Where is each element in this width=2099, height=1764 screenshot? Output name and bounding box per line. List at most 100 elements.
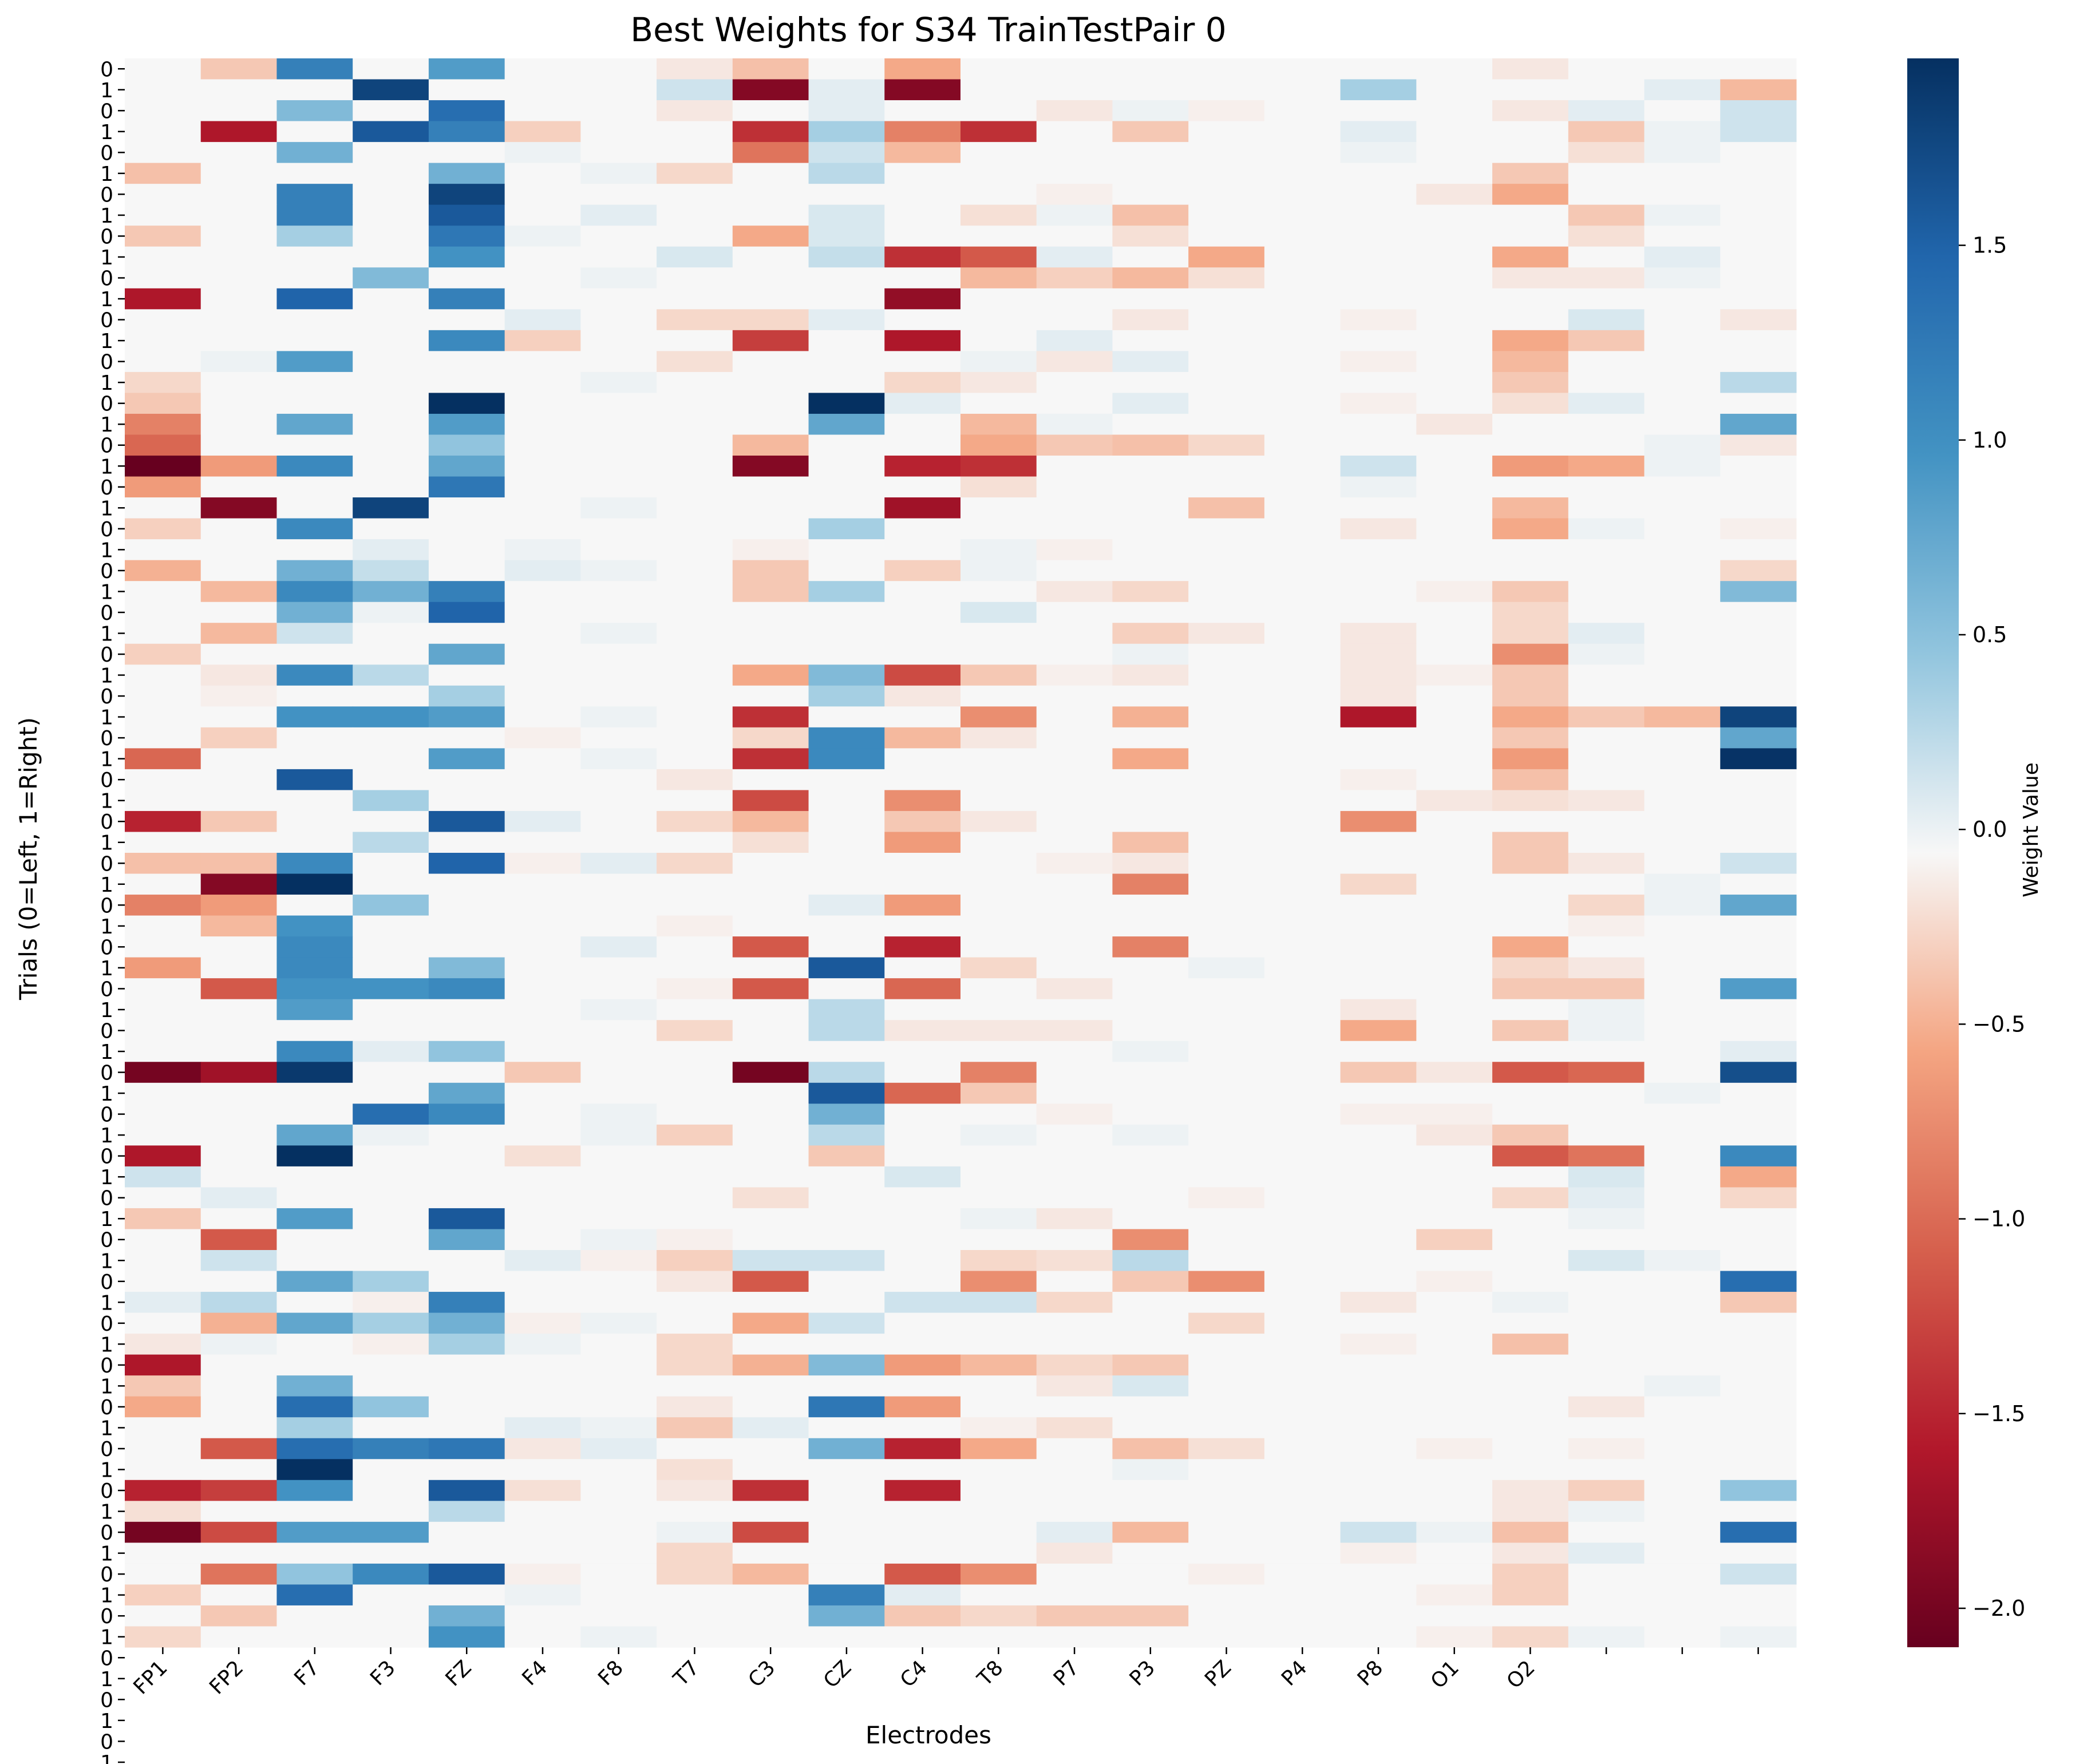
heatmap-cell <box>657 1605 733 1627</box>
heatmap-cell <box>276 1459 353 1481</box>
heatmap-cell <box>657 623 733 644</box>
heatmap-cell <box>1264 1584 1341 1606</box>
heatmap-cell <box>428 727 505 749</box>
heatmap-cell <box>353 1501 429 1522</box>
heatmap-cell <box>1188 288 1265 310</box>
heatmap-cell <box>657 1584 733 1606</box>
heatmap-cell <box>1264 810 1341 833</box>
heatmap-cell <box>1720 936 1797 958</box>
heatmap-cell <box>580 685 657 707</box>
heatmap-cell <box>1112 853 1189 875</box>
chart-title: Best Weights for S34 TrainTestPair 0 <box>630 10 1226 49</box>
heatmap-cell <box>200 727 278 749</box>
heatmap-cell <box>1112 121 1189 143</box>
heatmap-cell <box>1112 456 1189 477</box>
heatmap-cell <box>1568 685 1645 707</box>
heatmap-cell <box>200 1626 278 1648</box>
heatmap-cell <box>1340 643 1417 665</box>
heatmap-cell <box>808 330 885 351</box>
heatmap-cell <box>1492 999 1569 1021</box>
heatmap-cell <box>1644 476 1721 498</box>
heatmap-cell <box>1188 895 1265 916</box>
heatmap-cell <box>1340 163 1417 184</box>
heatmap-cell <box>1568 769 1645 791</box>
heatmap-cell <box>960 288 1037 310</box>
heatmap-cell <box>353 853 429 875</box>
heatmap-cell <box>884 456 961 477</box>
heatmap-cell <box>1112 1271 1189 1292</box>
heatmap-cell <box>1340 915 1417 937</box>
heatmap-cell <box>504 79 581 101</box>
heatmap-cell <box>960 456 1037 477</box>
heatmap-cell <box>1264 267 1341 289</box>
heatmap-cell <box>1644 602 1721 623</box>
heatmap-cell <box>732 1542 809 1564</box>
heatmap-cell <box>960 853 1037 875</box>
heatmap-cell <box>1720 602 1797 623</box>
heatmap-cell <box>200 936 278 958</box>
heatmap-cell <box>428 1104 505 1125</box>
heatmap-cell <box>1568 1438 1645 1460</box>
heatmap-cell <box>1340 288 1417 310</box>
heatmap-cell <box>732 100 809 122</box>
heatmap-cell <box>657 413 733 436</box>
y-tick-label: 1 <box>100 1584 113 1608</box>
heatmap-cell <box>428 853 505 875</box>
heatmap-cell <box>1264 1271 1341 1292</box>
heatmap-cell <box>276 1062 353 1083</box>
heatmap-cell <box>1036 1521 1113 1543</box>
heatmap-cell <box>580 1563 657 1585</box>
heatmap-cell <box>353 121 429 143</box>
heatmap-cell <box>1112 1145 1189 1167</box>
y-tick-label: 1 <box>100 957 113 980</box>
heatmap-cell <box>808 246 885 268</box>
heatmap-cell <box>353 1082 429 1104</box>
heatmap-cell <box>276 1375 353 1397</box>
heatmap-cell <box>1036 790 1113 812</box>
heatmap-cell <box>504 1062 581 1083</box>
heatmap-cell <box>353 393 429 414</box>
heatmap-cell <box>960 351 1037 373</box>
heatmap-cell <box>1568 1626 1645 1648</box>
heatmap-cell <box>808 288 885 310</box>
heatmap-cell <box>657 1417 733 1439</box>
heatmap-cell <box>1264 1229 1341 1251</box>
heatmap-cell <box>884 1062 961 1083</box>
heatmap-cell <box>1416 330 1493 351</box>
heatmap-cell <box>504 539 581 561</box>
heatmap-cell <box>353 727 429 749</box>
heatmap-cell <box>580 832 657 853</box>
heatmap-cell <box>276 393 353 414</box>
heatmap-cell <box>884 246 961 268</box>
heatmap-cell <box>884 1104 961 1125</box>
heatmap-cell <box>200 978 278 1000</box>
heatmap-cell <box>1264 978 1341 1000</box>
heatmap-cell <box>276 371 353 394</box>
heatmap-cell <box>1188 393 1265 414</box>
heatmap-cell <box>1720 1563 1797 1585</box>
heatmap-cell <box>276 790 353 812</box>
heatmap-cell <box>1416 100 1493 122</box>
heatmap-cell <box>1188 915 1265 937</box>
heatmap-cell <box>1340 518 1417 540</box>
heatmap-cell <box>1340 727 1417 749</box>
y-tick-label: 1 <box>100 246 113 270</box>
heatmap-cell <box>580 1229 657 1251</box>
heatmap-cell <box>1644 560 1721 582</box>
heatmap-cell <box>580 957 657 979</box>
heatmap-cell <box>884 1271 961 1292</box>
heatmap-cell <box>1720 623 1797 644</box>
heatmap-cell <box>1188 330 1265 351</box>
heatmap-cell <box>1340 1292 1417 1314</box>
heatmap-cell <box>1720 748 1797 770</box>
heatmap-cell <box>884 434 961 456</box>
heatmap-cell <box>276 226 353 247</box>
heatmap-cell <box>353 685 429 707</box>
heatmap-cell <box>884 518 961 540</box>
heatmap-cell <box>1720 246 1797 268</box>
heatmap-cell <box>657 246 733 268</box>
heatmap-cell <box>428 1375 505 1397</box>
heatmap-cell <box>960 1250 1037 1272</box>
heatmap-cell <box>504 1417 581 1439</box>
heatmap-cell <box>353 1334 429 1355</box>
